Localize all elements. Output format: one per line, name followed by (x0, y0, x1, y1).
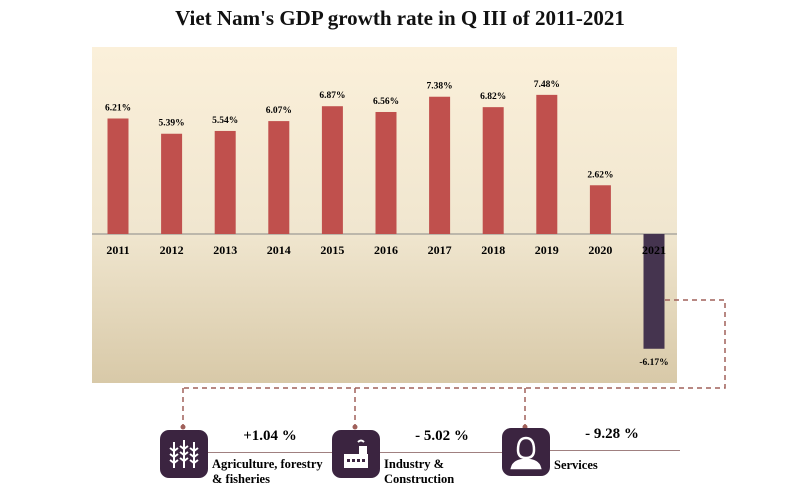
x-tick-label: 2016 (374, 243, 398, 257)
x-tick-label: 2011 (106, 243, 129, 257)
connector-lines (182, 299, 726, 428)
bar-2015 (321, 106, 343, 234)
sector-label: Agriculture, forestry & fisheries (212, 457, 323, 486)
bar-2017 (429, 96, 451, 235)
data-label: 7.48% (534, 80, 560, 90)
data-label: 6.07% (266, 106, 292, 116)
data-label: 6.21% (105, 103, 131, 113)
sector-value: - 5.02 % (415, 428, 469, 444)
data-label: 6.82% (480, 92, 506, 102)
x-tick-label: 2012 (160, 243, 184, 257)
data-label: 5.54% (212, 116, 238, 126)
sector-label: Industry & Construction (384, 457, 455, 486)
x-tick-label: 2020 (588, 243, 612, 257)
divider (380, 452, 510, 453)
data-label: 2.62% (587, 170, 613, 180)
divider (208, 452, 338, 453)
x-tick-label: 2021 (642, 243, 666, 257)
bar-2021 (643, 234, 665, 349)
bar-2014 (268, 121, 290, 234)
divider (550, 450, 680, 451)
data-label: -6.17% (639, 358, 668, 368)
service-person-icon (502, 428, 550, 476)
sector-value: - 9.28 % (585, 426, 639, 442)
sector-label: Services (554, 458, 598, 472)
bar-2019 (536, 94, 558, 234)
bar-2020 (589, 185, 611, 234)
x-tick-label: 2019 (535, 243, 559, 257)
bar-2011 (107, 118, 129, 234)
bar-2016 (375, 111, 397, 234)
x-tick-label: 2014 (267, 243, 291, 257)
chart-title: Viet Nam's GDP growth rate in Q III of 2… (175, 6, 625, 30)
data-label: 7.38% (427, 82, 453, 92)
data-label: 6.56% (373, 97, 399, 107)
x-tick-label: 2017 (428, 243, 452, 257)
x-tick-label: 2015 (320, 243, 344, 257)
bar-2012 (161, 133, 183, 234)
bar-2013 (214, 130, 236, 234)
bar-2018 (482, 107, 504, 234)
factory-icon (332, 430, 380, 478)
data-label: 6.87% (319, 91, 345, 101)
x-tick-label: 2013 (213, 243, 237, 257)
wheat-icon (160, 430, 208, 478)
data-label: 5.39% (159, 119, 185, 129)
sector-value: +1.04 % (243, 428, 297, 444)
x-tick-label: 2018 (481, 243, 505, 257)
